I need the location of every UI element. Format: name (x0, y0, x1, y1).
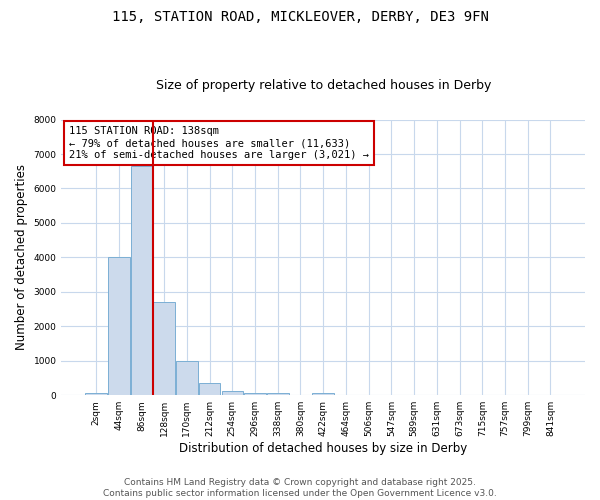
Bar (108, 258, 130, 395)
Bar (131, 166, 152, 395)
Text: Contains HM Land Registry data © Crown copyright and database right 2025.
Contai: Contains HM Land Registry data © Crown c… (103, 478, 497, 498)
Title: Size of property relative to detached houses in Derby: Size of property relative to detached ho… (155, 79, 491, 92)
Bar (154, 302, 175, 395)
X-axis label: Distribution of detached houses by size in Derby: Distribution of detached houses by size … (179, 442, 467, 455)
Bar (244, 392, 266, 395)
Y-axis label: Number of detached properties: Number of detached properties (15, 164, 28, 350)
Text: 115 STATION ROAD: 138sqm
← 79% of detached houses are smaller (11,633)
21% of se: 115 STATION ROAD: 138sqm ← 79% of detach… (69, 126, 369, 160)
Bar (85, 392, 107, 395)
Bar (176, 362, 197, 395)
Bar (313, 394, 334, 395)
Text: 115, STATION ROAD, MICKLEOVER, DERBY, DE3 9FN: 115, STATION ROAD, MICKLEOVER, DERBY, DE… (112, 10, 488, 24)
Bar (221, 390, 243, 395)
Bar (199, 384, 220, 395)
Bar (267, 394, 289, 395)
